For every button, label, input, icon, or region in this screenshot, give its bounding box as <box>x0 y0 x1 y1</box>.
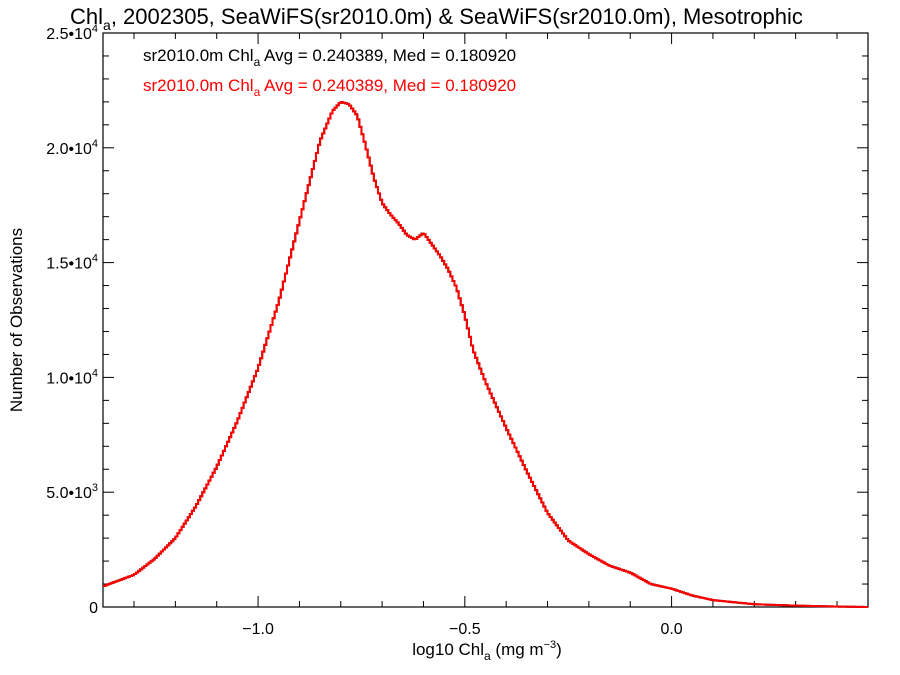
y-axis-label: Number of Observations <box>7 228 26 412</box>
y-tick-label-exponent: 4 <box>92 253 98 265</box>
x-tick-label: 0.0 <box>660 621 682 638</box>
chart-title: Chla, 2002305, SeaWiFS(sr2010.0m) & SeaW… <box>70 4 803 33</box>
y-tick-label: 0 <box>89 600 98 617</box>
x-tick-label: −1.0 <box>242 621 274 638</box>
y-tick-label: 1.5•104 <box>46 253 98 273</box>
y-tick-label-base: 5.0•10 <box>46 485 92 502</box>
y-tick-label: 1.0•104 <box>46 367 98 387</box>
y-tick-label-exponent: 3 <box>92 482 98 494</box>
legend-red: sr2010.0m Chla Avg = 0.240389, Med = 0.1… <box>143 76 516 99</box>
data-series <box>103 101 868 608</box>
y-tick-label-base: 2.0•10 <box>46 141 92 158</box>
series-line-0 <box>103 101 868 608</box>
x-tick-label: −0.5 <box>449 621 481 638</box>
y-tick-label: 5.0•103 <box>46 482 98 502</box>
x-axis-label: log10 Chla (mg m−3) <box>412 639 562 663</box>
y-tick-label-exponent: 4 <box>92 367 98 379</box>
y-tick-label-base: 1.0•10 <box>46 370 92 387</box>
axis-ticks: −1.0 −0.5 0.005.0•1031.0•1041.5•1042.0•104… <box>46 23 868 638</box>
legend-black: sr2010.0m Chla Avg = 0.240389, Med = 0.1… <box>143 46 516 69</box>
y-tick-label-base: 2.5•10 <box>46 26 92 43</box>
y-tick-label-base: 0 <box>89 600 98 617</box>
y-tick-label-exponent: 4 <box>92 138 98 150</box>
y-tick-label-exponent: 4 <box>92 23 98 35</box>
y-tick-label-base: 1.5•10 <box>46 256 92 273</box>
y-tick-label: 2.5•104 <box>46 23 98 43</box>
plot-frame <box>102 32 869 608</box>
series-line-1 <box>103 101 868 608</box>
y-tick-label: 2.0•104 <box>46 138 98 158</box>
